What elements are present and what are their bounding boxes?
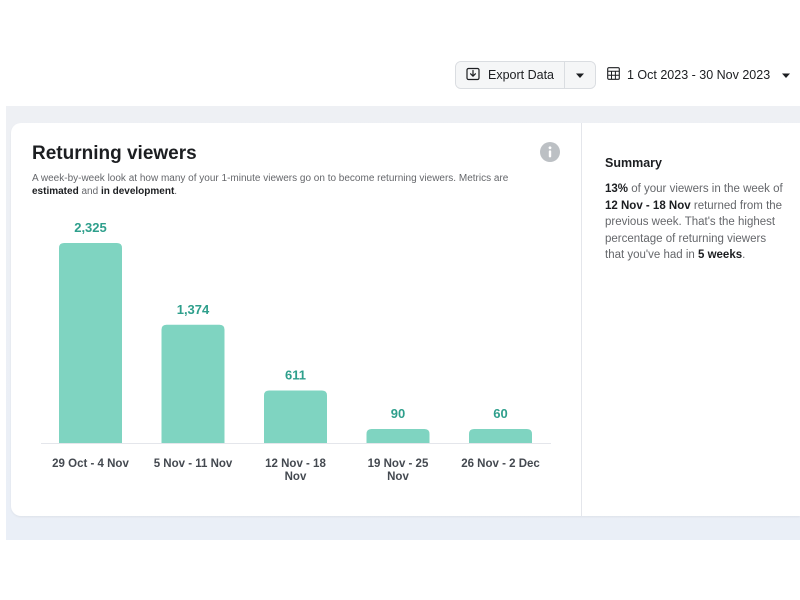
summary-weeks: 5 weeks — [698, 249, 743, 261]
card-subtitle: A week-by-week look at how many of your … — [32, 172, 512, 198]
caret-down-icon — [575, 66, 585, 84]
summary-text-2: returned from the previous week. That's … — [605, 199, 783, 262]
bar-value-label-0: 2,325 — [74, 220, 107, 235]
subtitle-and: and — [81, 186, 99, 197]
returning-viewers-chart: 2,325 29 Oct - 4 Nov 1,374 5 Nov - 11 Nov 61… — [41, 220, 551, 483]
toolbar: Export Data 1 Oct 2023 - 30 Nov 2023 — [455, 61, 791, 89]
card-title: Returning viewers — [32, 143, 197, 164]
bar-1[interactable] — [161, 324, 225, 443]
bar-0[interactable] — [59, 243, 122, 443]
export-data-label: Export Data — [488, 68, 555, 82]
export-data-button[interactable]: Export Data — [456, 62, 565, 88]
bar-value-label-2: 611 — [285, 367, 306, 382]
x-tick-label-2: 12 Nov - 18 Nov — [265, 458, 326, 483]
bar-value-label-3: 90 — [391, 406, 405, 421]
summary-text-1: of your viewers in the week of — [631, 183, 783, 195]
date-range-label: 1 Oct 2023 - 30 Nov 2023 — [627, 68, 771, 82]
summary-text-3: . — [742, 249, 746, 261]
bar-2[interactable] — [264, 390, 327, 443]
subtitle-end: . — [174, 186, 178, 197]
bar-3[interactable] — [366, 429, 430, 443]
download-icon — [466, 67, 480, 84]
date-range-picker[interactable]: 1 Oct 2023 - 30 Nov 2023 — [607, 61, 791, 89]
subtitle-bold-development: in development — [100, 186, 175, 197]
summary-text: 13% of your viewers in the week of 12 No… — [605, 181, 785, 264]
x-tick-label-3: 19 Nov - 25 Nov — [368, 458, 429, 483]
x-tick-label-4: 26 Nov - 2 Dec — [461, 458, 540, 470]
bar-value-label-4: 60 — [493, 406, 507, 421]
subtitle-bold-estimated: estimated — [32, 186, 79, 197]
export-options-button[interactable] — [564, 62, 596, 88]
info-icon[interactable] — [540, 142, 560, 162]
x-tick-label-0: 29 Oct - 4 Nov — [52, 458, 129, 470]
bar-4[interactable] — [469, 429, 532, 443]
bar-value-label-1: 1,374 — [177, 302, 210, 317]
summary-title: Summary — [605, 156, 662, 170]
x-tick-label-1: 5 Nov - 11 Nov — [154, 458, 233, 470]
panel-divider — [581, 123, 582, 516]
returning-viewers-card: Returning viewers A week-by-week look at… — [11, 123, 800, 516]
calendar-icon — [607, 67, 620, 83]
caret-down-icon — [781, 68, 791, 82]
export-group: Export Data — [455, 61, 597, 89]
summary-percent: 13% — [605, 183, 629, 195]
subtitle-lead: A week-by-week look at how many of your … — [32, 173, 509, 184]
summary-week: 12 Nov - 18 Nov — [605, 199, 691, 212]
